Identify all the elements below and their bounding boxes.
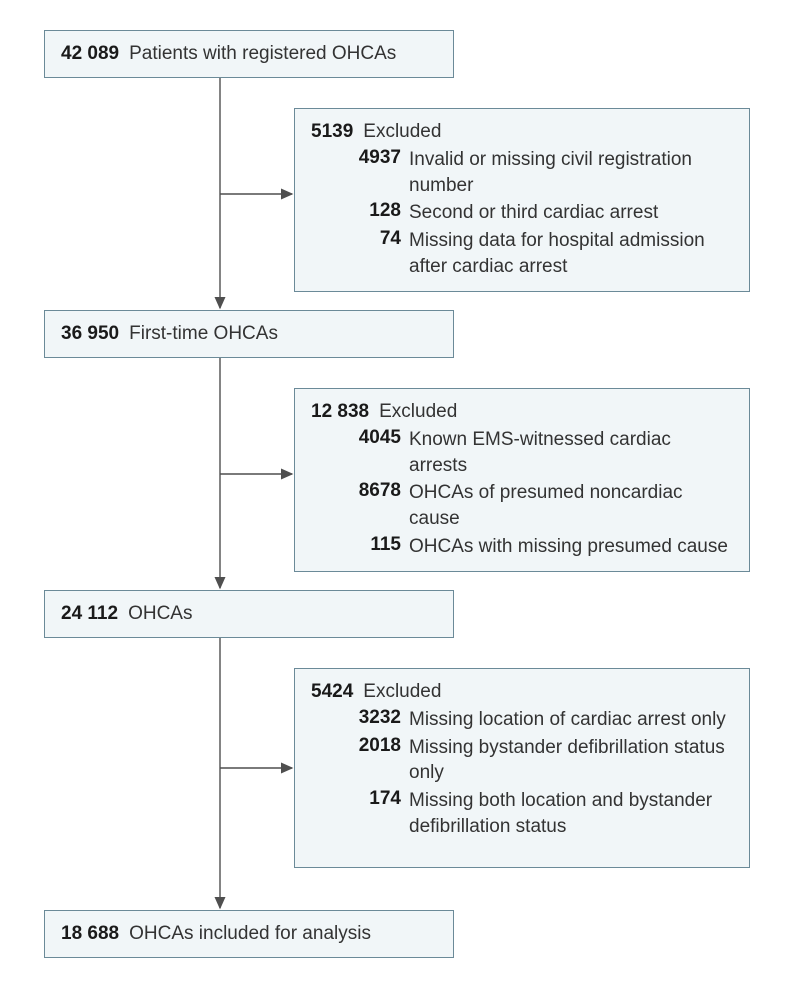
exclusion-row: 174 Missing both location and bystander d… [341, 788, 733, 839]
exclusion-row: 3232 Missing location of cardiac arrest o… [341, 707, 733, 733]
count: 8678 [341, 480, 401, 502]
count: 128 [341, 200, 401, 222]
label: Patients with registered OHCAs [129, 43, 396, 65]
label: Excluded [363, 121, 441, 143]
flow-main-box: 24 112 OHCAs [44, 590, 454, 638]
count: 12 838 [311, 401, 369, 423]
exclusion-header: 5139 Excluded [311, 121, 733, 143]
label: OHCAs included for analysis [129, 923, 371, 945]
count: 74 [341, 228, 401, 250]
label: Missing data for hospital admission afte… [409, 228, 733, 279]
flow-main-box: 36 950 First-time OHCAs [44, 310, 454, 358]
label: Known EMS-witnessed cardiac arrests [409, 427, 733, 478]
exclusion-row: 2018 Missing bystander defibrillation sta… [341, 735, 733, 786]
flow-exclusion-box: 5424 Excluded 3232 Missing location of card… [294, 668, 750, 868]
label: Excluded [379, 401, 457, 423]
count: 5139 [311, 121, 353, 143]
label: Invalid or missing civil registration nu… [409, 147, 733, 198]
exclusion-row: 4937 Invalid or missing civil registratio… [341, 147, 733, 198]
label: Missing location of cardiac arrest only [409, 707, 733, 733]
count: 24 112 [61, 603, 118, 625]
count: 115 [341, 534, 401, 556]
label: Second or third cardiac arrest [409, 200, 733, 226]
exclusion-row: 115 OHCAs with missing presumed cause [341, 534, 733, 560]
exclusion-row: 8678 OHCAs of presumed noncardiac cause [341, 480, 733, 531]
count: 36 950 [61, 323, 119, 345]
flow-main-box: 42 089 Patients with registered OHCAs [44, 30, 454, 78]
count: 4937 [341, 147, 401, 169]
label: First-time OHCAs [129, 323, 278, 345]
flow-exclusion-box: 12 838 Excluded 4045 Known EMS-witnessed ca… [294, 388, 750, 572]
flow-main-box: 18 688 OHCAs included for analysis [44, 910, 454, 958]
count: 4045 [341, 427, 401, 449]
exclusion-header: 12 838 Excluded [311, 401, 733, 423]
count: 18 688 [61, 923, 119, 945]
count: 5424 [311, 681, 353, 703]
label: Excluded [363, 681, 441, 703]
label: OHCAs with missing presumed cause [409, 534, 733, 560]
exclusion-row: 128 Second or third cardiac arrest [341, 200, 733, 226]
label: Missing both location and bystander defi… [409, 788, 733, 839]
count: 42 089 [61, 43, 119, 65]
label: OHCAs of presumed noncardiac cause [409, 480, 733, 531]
exclusion-header: 5424 Excluded [311, 681, 733, 703]
label: Missing bystander defibrillation status … [409, 735, 733, 786]
count: 174 [341, 788, 401, 810]
count: 2018 [341, 735, 401, 757]
label: OHCAs [128, 603, 192, 625]
count: 3232 [341, 707, 401, 729]
exclusion-row: 4045 Known EMS-witnessed cardiac arrests [341, 427, 733, 478]
flow-exclusion-box: 5139 Excluded 4937 Invalid or missing civil… [294, 108, 750, 292]
exclusion-row: 74 Missing data for hospital admission af… [341, 228, 733, 279]
